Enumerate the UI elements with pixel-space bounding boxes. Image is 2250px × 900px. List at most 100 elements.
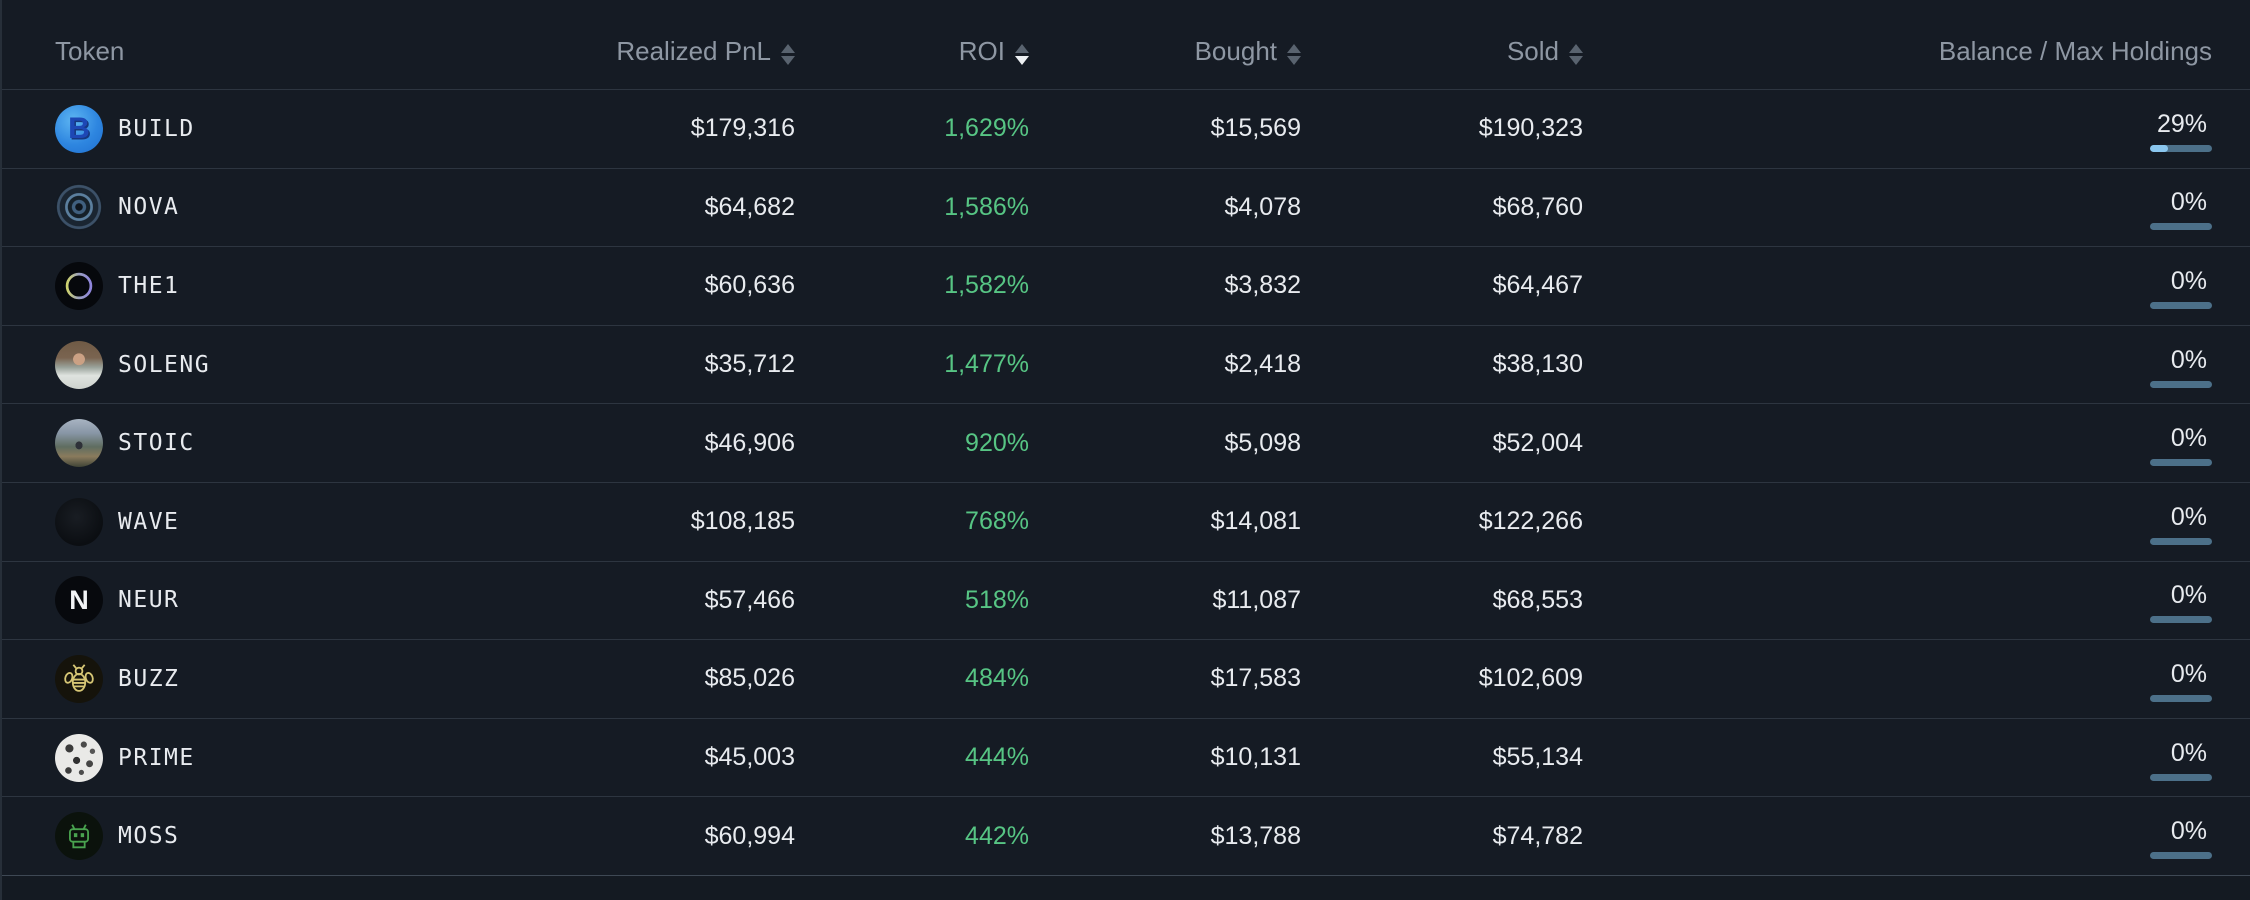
token-name: THE1 <box>118 272 180 299</box>
sold-value: $38,130 <box>1492 350 1583 379</box>
roi-value: 1,477% <box>944 350 1029 379</box>
sold-value: $68,553 <box>1492 585 1583 614</box>
bought-value: $17,583 <box>1210 664 1301 693</box>
bought-value: $14,081 <box>1210 507 1301 536</box>
column-label-roi: ROI <box>958 36 1005 66</box>
sold-value: $74,782 <box>1492 821 1583 850</box>
realized-pnl-value: $46,906 <box>704 428 795 457</box>
column-label-bought: Bought <box>1194 36 1277 66</box>
balance-bar-fill <box>2150 144 2168 152</box>
roi-value: 920% <box>965 428 1029 457</box>
sold-value: $52,004 <box>1492 428 1583 457</box>
column-header-sold[interactable]: Sold <box>1301 38 1583 65</box>
balance-percent: 0% <box>2170 502 2207 531</box>
roi-value: 1,586% <box>944 192 1029 221</box>
token-cell: B BUILD <box>2 90 562 168</box>
token-name: NOVA <box>118 194 180 221</box>
bought-value: $3,832 <box>1224 271 1301 300</box>
balance-percent: 0% <box>2170 738 2207 767</box>
balance-cell: 0% <box>1583 640 2250 718</box>
realized-pnl-value: $35,712 <box>704 350 795 379</box>
balance-indicator: 29% <box>2150 111 2212 152</box>
token-icon-glyph: N <box>69 584 89 615</box>
balance-indicator: 0% <box>2150 266 2212 309</box>
table-row[interactable]: THE1 $60,636 1,582% $3,832 $64,467 0% <box>2 246 2250 325</box>
balance-indicator: 0% <box>2150 819 2212 860</box>
sold-value: $190,323 <box>1478 114 1583 143</box>
token-cell: N NEUR <box>2 562 562 640</box>
table-header-row: Token Realized PnL ROI Bought Sold Balan… <box>2 0 2250 89</box>
table-body: B BUILD $179,316 1,629% $15,569 $190,323… <box>2 89 2250 875</box>
balance-cell: 0% <box>1583 404 2250 482</box>
token-cell: BUZZ <box>2 640 562 718</box>
column-header-bought[interactable]: Bought <box>1029 36 1301 66</box>
roi-value: 768% <box>965 507 1029 536</box>
table-row[interactable]: B BUILD $179,316 1,629% $15,569 $190,323… <box>2 89 2250 168</box>
balance-bar <box>2150 380 2212 388</box>
table-row[interactable]: WAVE $108,185 768% $14,081 $122,266 0% <box>2 481 2250 561</box>
bought-value: $5,098 <box>1224 428 1301 457</box>
realized-pnl-value: $64,682 <box>704 192 795 221</box>
token-icon: B <box>55 104 103 153</box>
balance-cell: 0% <box>1583 719 2250 797</box>
token-icon <box>55 183 103 232</box>
column-label-token: Token <box>55 36 125 66</box>
balance-indicator: 0% <box>2150 502 2212 545</box>
token-icon <box>55 733 103 782</box>
balance-indicator: 0% <box>2150 659 2212 702</box>
realized-pnl-value: $108,185 <box>690 507 795 536</box>
table-row[interactable]: BUZZ $85,026 484% $17,583 $102,609 0% <box>2 639 2250 718</box>
balance-cell: 0% <box>1583 169 2250 247</box>
balance-percent: 0% <box>2170 659 2207 688</box>
realized-pnl-value: $57,466 <box>704 585 795 614</box>
table-row[interactable]: MOSS $60,994 442% $13,788 $74,782 0% <box>2 796 2250 875</box>
roi-value: 442% <box>965 821 1029 850</box>
roi-value: 484% <box>965 664 1029 693</box>
table-row[interactable]: SOLENG $35,712 1,477% $2,418 $38,130 0% <box>2 324 2250 404</box>
token-name: SOLENG <box>118 351 211 378</box>
balance-indicator: 0% <box>2150 583 2212 624</box>
token-icon <box>55 812 103 861</box>
balance-bar <box>2150 694 2212 702</box>
balance-bar <box>2150 459 2212 467</box>
token-cell: STOIC <box>2 404 562 482</box>
realized-pnl-value: $179,316 <box>690 114 795 143</box>
token-icon: N <box>55 576 103 625</box>
column-header-realized-pnl[interactable]: Realized PnL <box>562 38 795 65</box>
balance-bar <box>2150 301 2212 309</box>
token-name: BUILD <box>118 115 195 142</box>
sort-icon-roi <box>1015 44 1029 65</box>
sold-value: $102,609 <box>1478 664 1583 693</box>
token-cell: SOLENG <box>2 326 562 404</box>
token-icon <box>55 497 103 546</box>
bought-value: $4,078 <box>1224 192 1301 221</box>
realized-pnl-value: $60,994 <box>704 821 795 850</box>
balance-percent: 0% <box>2170 266 2207 295</box>
token-icon-glyph: B <box>68 111 90 145</box>
table-row[interactable]: STOIC $46,906 920% $5,098 $52,004 0% <box>2 403 2250 482</box>
balance-percent: 0% <box>2170 424 2207 453</box>
column-header-roi[interactable]: ROI <box>795 36 1029 66</box>
table-row[interactable]: N NEUR $57,466 518% $11,087 $68,553 0% <box>2 560 2250 640</box>
sold-value: $68,760 <box>1492 192 1583 221</box>
balance-bar <box>2150 223 2212 231</box>
token-cell: PRIME <box>2 719 562 797</box>
roi-value: 444% <box>965 743 1029 772</box>
token-name: MOSS <box>118 823 180 850</box>
balance-cell: 0% <box>1583 326 2250 404</box>
balance-indicator: 0% <box>2150 345 2212 388</box>
balance-percent: 0% <box>2170 345 2207 374</box>
table-row[interactable]: NOVA $64,682 1,586% $4,078 $68,760 0% <box>2 167 2250 247</box>
balance-bar <box>2150 852 2212 860</box>
token-name: NEUR <box>118 587 180 614</box>
bought-value: $11,087 <box>1212 585 1301 614</box>
balance-indicator: 0% <box>2150 738 2212 781</box>
sort-icon-bought <box>1287 44 1301 65</box>
token-name: WAVE <box>118 508 180 535</box>
token-name: PRIME <box>118 744 195 771</box>
token-icon <box>55 654 103 703</box>
sold-value: $55,134 <box>1492 743 1583 772</box>
roi-value: 1,582% <box>944 271 1029 300</box>
table-row[interactable]: PRIME $45,003 444% $10,131 $55,134 0% <box>2 717 2250 797</box>
